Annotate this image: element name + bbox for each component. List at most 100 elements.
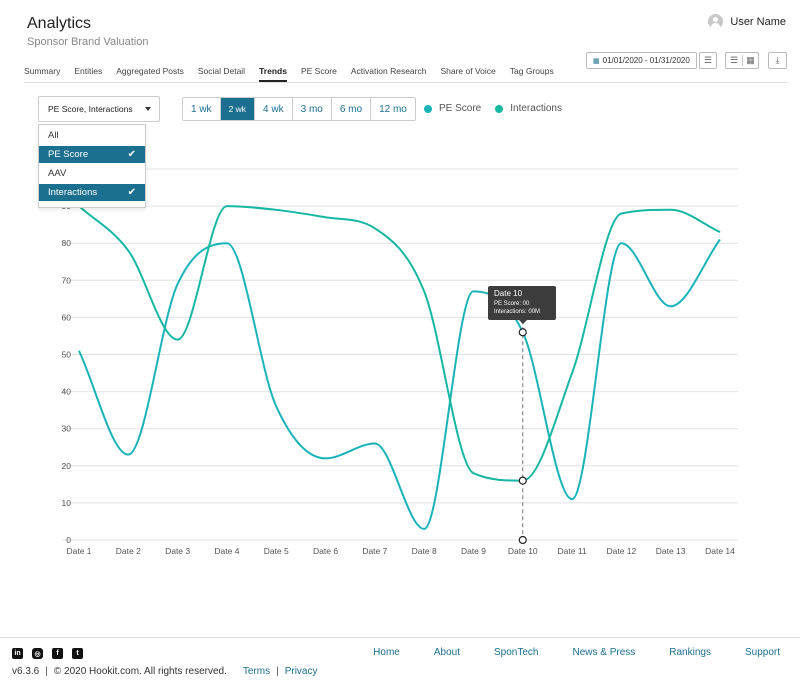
avatar-icon [708, 14, 724, 29]
rows-icon[interactable]: ☰ [729, 55, 739, 65]
range-3mo-button[interactable]: 3 mo [292, 98, 332, 120]
x-tick-label: Date 3 [165, 546, 190, 556]
x-tick-label: Date 8 [412, 546, 437, 556]
range-12mo-button[interactable]: 12 mo [371, 98, 415, 120]
footer-link-spontech[interactable]: SponTech [493, 647, 539, 658]
footer-link-support[interactable]: Support [744, 647, 780, 658]
y-tick-label: 0 [66, 535, 71, 545]
dropdown-option-aav[interactable]: AAV [39, 165, 145, 182]
x-tick-label: Date 4 [214, 546, 239, 556]
footer-meta: v6.3.6 | © 2020 Hookit.com. All rights r… [12, 666, 318, 677]
calendar-icon: ▦ [593, 57, 600, 65]
legend-label: Interactions [510, 103, 562, 114]
tab-summary[interactable]: Summary [24, 66, 61, 76]
check-icon: ✔ [127, 149, 136, 160]
option-label: All [48, 130, 59, 141]
tab-activation-research[interactable]: Activation Research [350, 66, 427, 76]
facebook-icon[interactable]: f [52, 648, 63, 659]
tab-pe-score[interactable]: PE Score [300, 66, 337, 76]
user-name: User Name [730, 15, 786, 28]
footer-link-news-press[interactable]: News & Press [572, 647, 636, 658]
option-label: Interactions [48, 187, 98, 198]
y-tick-label: 10 [62, 498, 72, 508]
range-1wk-button[interactable]: 1 wk [183, 98, 221, 120]
x-tick-label: Date 7 [362, 546, 387, 556]
y-tick-label: 40 [62, 387, 72, 397]
footer-link-home[interactable]: Home [373, 647, 400, 658]
list-icon: ☰ [703, 55, 713, 65]
dropdown-option-pe-score[interactable]: PE Score ✔ [39, 146, 145, 163]
y-tick-label: 80 [62, 238, 72, 248]
metric-select[interactable]: PE Score, Interactions [38, 96, 160, 122]
legend-swatch [424, 104, 432, 113]
date-range-label: 01/01/2020 - 01/31/2020 [602, 56, 690, 65]
legend-label: PE Score [439, 103, 482, 114]
option-label: PE Score [48, 149, 89, 160]
twitter-icon[interactable]: t [72, 648, 83, 659]
tab-share-of-voice[interactable]: Share of Voice [440, 66, 496, 76]
option-label: AAV [48, 168, 67, 179]
y-tick-label: 60 [62, 312, 72, 322]
range-2wk-button[interactable]: 2 wk [220, 98, 256, 120]
tab-bar: Summary Entities Aggregated Posts Social… [24, 66, 568, 82]
social-links: in ◎ f t [12, 648, 83, 659]
range-4wk-button[interactable]: 4 wk [255, 98, 293, 120]
footer-nav: Home About SponTech News & Press Ranking… [339, 647, 780, 658]
instagram-icon[interactable]: ◎ [32, 648, 43, 659]
metric-select-value: PE Score, Interactions [48, 104, 133, 114]
version-label: v6.3.6 [12, 666, 40, 677]
chart-legend: PE Score Interactions [424, 103, 576, 114]
copyright-text: © 2020 Hookit.com. All rights reserved. [53, 666, 227, 677]
x-tick-label: Date 6 [313, 546, 338, 556]
x-tick-label: Date 2 [116, 546, 141, 556]
chart-tooltip: Date 10 PE Score: 00 Interactions: 00M [488, 286, 556, 324]
series-line-interactions [78, 205, 721, 482]
page-title: Analytics [27, 15, 92, 32]
y-tick-label: 50 [62, 350, 72, 360]
view-toggle[interactable]: ☰ ▦ [725, 52, 759, 69]
separator: | [276, 666, 279, 677]
data-point [518, 476, 527, 485]
linkedin-icon[interactable]: in [12, 648, 23, 659]
terms-link[interactable]: Terms [242, 666, 271, 677]
page-subtitle: Sponsor Brand Valuation [27, 36, 149, 48]
footer-divider [0, 637, 800, 638]
dropdown-option-interactions[interactable]: Interactions ✔ [39, 184, 145, 201]
download-button[interactable]: ⤓ [768, 52, 787, 69]
legend-swatch [495, 104, 504, 113]
grid-icon[interactable]: ▦ [741, 55, 758, 66]
x-tick-label: Date 12 [606, 546, 636, 556]
x-tick-label: Date 11 [558, 546, 587, 556]
tab-tag-groups[interactable]: Tag Groups [509, 66, 554, 76]
time-range-group: 1 wk 2 wk 4 wk 3 mo 6 mo 12 mo [182, 97, 416, 121]
tooltip-title: Date 10 [494, 289, 523, 298]
y-tick-label: 70 [62, 275, 72, 285]
privacy-link[interactable]: Privacy [284, 666, 318, 677]
legend-item-interactions[interactable]: Interactions [495, 103, 562, 114]
x-tick-label: Date 1 [66, 546, 91, 556]
legend-item-pe-score[interactable]: PE Score [424, 103, 481, 114]
y-tick-label: 30 [62, 424, 72, 434]
footer-link-about[interactable]: About [433, 647, 460, 658]
separator: | [45, 666, 48, 677]
x-tick-label: Date 5 [264, 546, 289, 556]
tooltip-interactions: Interactions: 00M [494, 309, 541, 315]
user-menu[interactable]: User Name [708, 14, 786, 29]
list-view-button[interactable]: ☰ [699, 52, 717, 69]
date-range-picker[interactable]: ▦ 01/01/2020 - 01/31/2020 [586, 52, 697, 69]
x-tick-label: Date 10 [508, 546, 538, 556]
footer-link-rankings[interactable]: Rankings [669, 647, 711, 658]
tab-social-detail[interactable]: Social Detail [197, 66, 246, 76]
check-icon: ✔ [127, 187, 136, 198]
dropdown-option-all[interactable]: All [39, 127, 145, 144]
tab-aggregated-posts[interactable]: Aggregated Posts [116, 66, 184, 76]
data-point [518, 328, 527, 337]
series-line-pe-score [78, 238, 721, 530]
x-tick-label: Date 14 [705, 546, 735, 556]
tab-entities[interactable]: Entities [74, 66, 103, 76]
tooltip-pe-score: PE Score: 00 [494, 301, 530, 307]
download-icon: ⤓ [775, 55, 780, 65]
tab-trends[interactable]: Trends [259, 66, 287, 82]
tabs-divider [24, 82, 788, 83]
range-6mo-button[interactable]: 6 mo [331, 98, 372, 120]
